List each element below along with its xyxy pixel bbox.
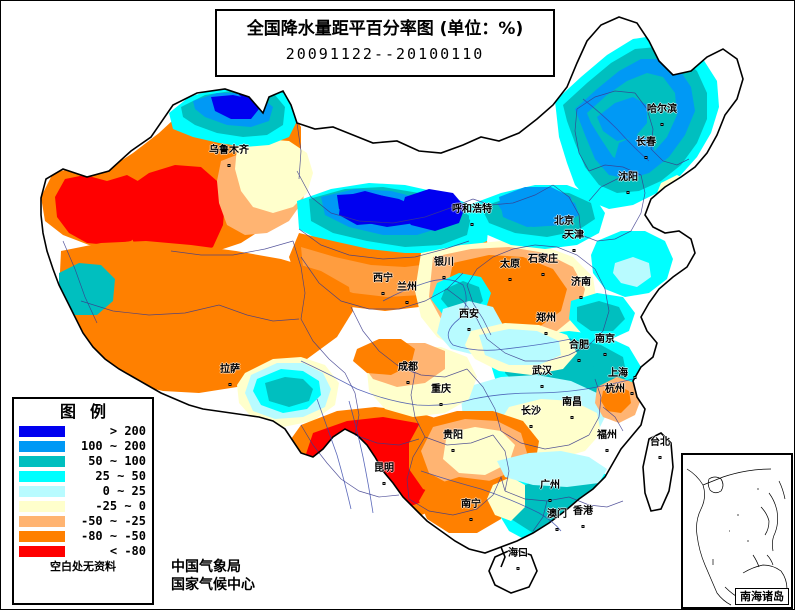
inset-map-graphic xyxy=(683,455,791,607)
map-date-range: 20091122--20100110 xyxy=(285,45,485,63)
legend-swatch xyxy=(18,500,66,513)
legend-entry-list: > 200 100 ~ 200 50 ~ 100 25 ~ 50 0 ~ 25 -25 ~… xyxy=(14,424,152,559)
legend-swatch xyxy=(18,485,66,498)
legend-entry: -25 ~ 0 xyxy=(18,499,148,514)
legend-label: -25 ~ 0 xyxy=(95,499,146,513)
legend-label: -50 ~ -25 xyxy=(80,514,146,528)
legend-swatch xyxy=(18,530,66,543)
legend-entry: 25 ~ 50 xyxy=(18,469,148,484)
legend-label: 0 ~ 25 xyxy=(102,484,146,498)
national-border xyxy=(40,16,744,594)
legend-box: 图例 > 200 100 ~ 200 50 ~ 100 25 ~ 50 0 ~ 25 -2… xyxy=(12,397,154,605)
attribution-line-2: 国家气候中心 xyxy=(171,577,255,593)
attribution-line-1: 中国气象局 xyxy=(171,559,241,575)
legend-swatch xyxy=(18,515,66,528)
legend-swatch xyxy=(18,455,66,468)
province-boundaries xyxy=(62,90,690,532)
legend-swatch xyxy=(18,470,66,483)
legend-heading: 图例 xyxy=(59,402,120,421)
legend-label: < -80 xyxy=(109,544,146,558)
legend-entry: < -80 xyxy=(18,544,148,559)
south-china-sea-inset: 南海诸岛 xyxy=(681,453,793,609)
legend-entry: 0 ~ 25 xyxy=(18,484,148,499)
legend-entry: -80 ~ -50 xyxy=(18,529,148,544)
legend-label: 25 ~ 50 xyxy=(95,469,146,483)
legend-entry: -50 ~ -25 xyxy=(18,514,148,529)
legend-entry: 100 ~ 200 xyxy=(18,439,148,454)
legend-swatch xyxy=(18,440,66,453)
legend-entry: > 200 xyxy=(18,424,148,439)
legend-label: > 200 xyxy=(109,424,146,438)
map-title-box: 全国降水量距平百分率图 (单位：%) 20091122--20100110 xyxy=(215,9,555,77)
legend-swatch xyxy=(18,425,66,438)
inset-label: 南海诸岛 xyxy=(735,588,789,605)
map-title: 全国降水量距平百分率图 (单位：%) xyxy=(246,19,524,39)
legend-swatch xyxy=(18,545,66,558)
legend-label: 100 ~ 200 xyxy=(80,439,146,453)
legend-note: 空白处无资料 xyxy=(50,560,116,573)
legend-entry: 50 ~ 100 xyxy=(18,454,148,469)
rivers xyxy=(300,98,650,532)
legend-label: -80 ~ -50 xyxy=(80,529,146,543)
attribution-block: 中国气象局 国家气候中心 xyxy=(171,558,255,594)
legend-label: 50 ~ 100 xyxy=(88,454,146,468)
